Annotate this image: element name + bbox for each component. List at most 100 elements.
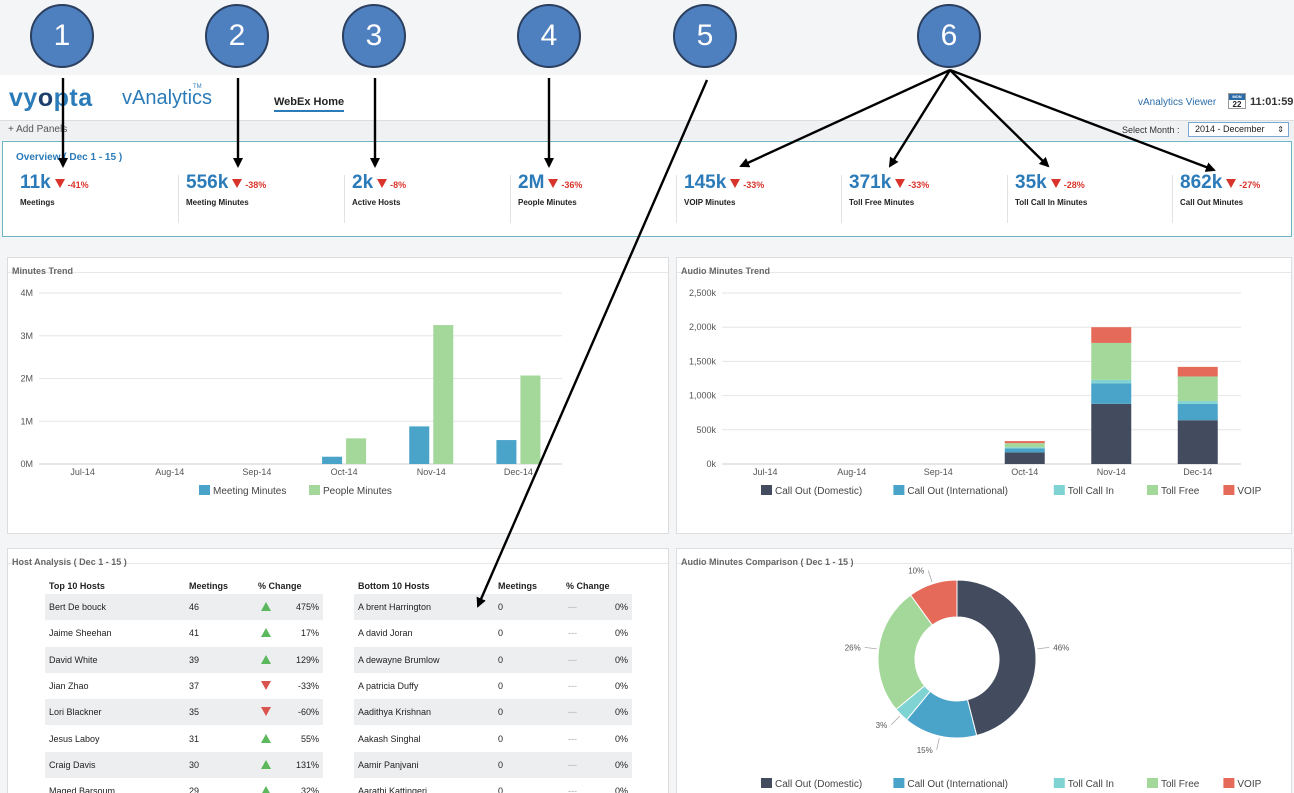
bar[interactable]	[409, 426, 430, 464]
add-panels-button[interactable]: + Add Panels	[8, 124, 68, 135]
bar[interactable]	[433, 325, 454, 464]
kpi-divider	[841, 175, 842, 223]
host-name: Aakash Singhal	[358, 733, 421, 744]
table-row[interactable]: A patricia Duffy 0 --- 0%	[354, 673, 632, 699]
trademark: TM	[193, 84, 202, 90]
table-row[interactable]: David White 39 129%	[45, 646, 323, 673]
meetings-count: 0	[498, 786, 504, 793]
table-row[interactable]: A david Joran 0 --- 0%	[354, 620, 632, 646]
bar-segment[interactable]	[1177, 376, 1218, 402]
bar[interactable]	[322, 456, 343, 464]
change-column-header[interactable]: % Change	[258, 581, 302, 591]
bar[interactable]	[496, 440, 517, 464]
vyopta-logo[interactable]: vyopta	[9, 84, 93, 113]
bar-segment[interactable]	[1091, 342, 1132, 380]
bar-segment[interactable]	[1091, 383, 1132, 404]
nav-webex-home[interactable]: WebEx Home	[274, 96, 345, 112]
bar-segment[interactable]	[1004, 452, 1045, 464]
table-row[interactable]: Jesus Laboy 31 55%	[45, 726, 323, 752]
bar-segment[interactable]	[1004, 443, 1045, 448]
table-row[interactable]: Jaime Sheehan 41 17%	[45, 620, 323, 646]
table-row[interactable]: Lori Blackner 35 -60%	[45, 699, 323, 726]
bar-segment[interactable]	[1004, 447, 1045, 449]
legend-swatch	[309, 485, 320, 495]
donut-slice[interactable]	[956, 579, 1037, 737]
host-analysis-title: Host Analysis ( Dec 1 - 15 )	[12, 557, 127, 567]
bar-segment[interactable]	[1091, 403, 1132, 464]
meetings-count: 31	[189, 733, 200, 744]
bar-segment[interactable]	[1177, 420, 1218, 464]
bar-segment[interactable]	[1177, 366, 1218, 377]
change-column-header[interactable]: % Change	[566, 581, 610, 591]
bar-segment[interactable]	[1177, 403, 1218, 421]
bar-segment[interactable]	[1004, 441, 1045, 444]
host-name: Bert De bouck	[49, 602, 107, 612]
table-row[interactable]: Maged Barsoum 29 32%	[45, 778, 323, 793]
host-column-header[interactable]: Bottom 10 Hosts	[358, 581, 430, 591]
legend-entry[interactable]: Meeting Minutes	[213, 486, 286, 497]
legend-swatch	[761, 485, 772, 495]
kpi-active-hosts[interactable]: 2k -8% Active Hosts	[352, 172, 406, 222]
legend-entry[interactable]: VOIP	[1237, 486, 1261, 497]
y-tick-label: 0k	[706, 459, 716, 469]
legend-entry[interactable]: Call Out (Domestic)	[775, 779, 862, 790]
kpi-voip-minutes[interactable]: 145k -33% VOIP Minutes	[684, 172, 764, 222]
donut-slice[interactable]	[909, 579, 958, 626]
legend-entry[interactable]: Call Out (International)	[907, 486, 1008, 497]
host-column-header[interactable]: Top 10 Hosts	[49, 581, 105, 591]
bar-segment[interactable]	[1091, 379, 1132, 384]
legend-entry[interactable]: Call Out (Domestic)	[775, 486, 862, 497]
down-arrow-icon	[232, 179, 243, 188]
kpi-call-out-minutes[interactable]: 862k -27% Call Out Minutes	[1180, 172, 1260, 222]
bar-segment[interactable]	[1004, 448, 1045, 453]
legend-entry[interactable]: Call Out (International)	[907, 779, 1008, 790]
change-value: 129%	[295, 654, 319, 665]
legend-swatch	[761, 778, 772, 788]
table-row[interactable]: A brent Harrington 0 --- 0%	[354, 594, 632, 620]
bar-segment[interactable]	[1177, 401, 1218, 404]
table-row[interactable]: Jian Zhao 37 -33%	[45, 673, 323, 699]
legend-swatch	[1223, 778, 1235, 788]
table-row[interactable]: Aakash Singhal 0 --- 0%	[354, 726, 632, 752]
table-row[interactable]: A dewayne Brumlow 0 --- 0%	[354, 646, 632, 673]
kpi-people-minutes[interactable]: 2M -36% People Minutes	[518, 172, 582, 222]
legend-entry[interactable]: Toll Call In	[1068, 486, 1114, 497]
kpi-toll-free-minutes[interactable]: 371k -33% Toll Free Minutes	[849, 172, 929, 222]
x-tick-label: Dec-14	[1183, 467, 1212, 477]
legend-swatch	[1053, 778, 1065, 788]
kpi-toll-call-in-minutes[interactable]: 35k -28% Toll Call In Minutes	[1015, 172, 1087, 222]
change-value: 0%	[614, 628, 628, 639]
meetings-column-header[interactable]: Meetings	[498, 581, 538, 591]
table-row[interactable]: Bert De bouck 46 475%	[45, 594, 323, 620]
kpi-value: 145k	[684, 172, 727, 193]
x-tick-label: Aug-14	[155, 467, 184, 477]
donut-slice[interactable]	[877, 594, 934, 711]
viewer-link[interactable]: vAnalytics Viewer	[1138, 97, 1217, 108]
legend-entry[interactable]: Toll Call In	[1068, 779, 1114, 790]
table-row[interactable]: Aarathi Kattingeri 0 --- 0%	[354, 778, 632, 793]
kpi-meeting-minutes[interactable]: 556k -38% Meeting Minutes	[186, 172, 266, 222]
kpi-meetings[interactable]: 11k -41% Meetings	[20, 172, 89, 222]
up-arrow-icon	[261, 759, 271, 769]
legend-entry[interactable]: VOIP	[1237, 779, 1261, 790]
kpi-divider	[1172, 175, 1173, 223]
legend-entry[interactable]: People Minutes	[323, 486, 392, 497]
y-tick-label: 2,000k	[689, 322, 717, 332]
down-arrow-icon	[377, 179, 388, 188]
x-tick-label: Nov-14	[417, 467, 446, 477]
up-arrow-icon	[261, 628, 271, 638]
legend-entry[interactable]: Toll Free	[1161, 486, 1200, 497]
table-row[interactable]: Aamir Panjvani 0 --- 0%	[354, 751, 632, 778]
up-arrow-icon	[261, 602, 271, 611]
bar[interactable]	[520, 375, 541, 464]
table-row[interactable]: Craig Davis 30 131%	[45, 751, 323, 778]
no-change-dash: ---	[568, 707, 577, 718]
bar-segment[interactable]	[1091, 327, 1132, 343]
slice-leader-line	[936, 737, 940, 750]
bar[interactable]	[346, 438, 367, 464]
table-row[interactable]: Aadithya Krishnan 0 --- 0%	[354, 699, 632, 726]
kpi-label: Toll Free Minutes	[849, 198, 915, 207]
legend-entry[interactable]: Toll Free	[1161, 779, 1200, 790]
meetings-column-header[interactable]: Meetings	[189, 581, 229, 591]
select-month-dropdown[interactable]: 2014 - December ⇕	[1188, 122, 1289, 137]
